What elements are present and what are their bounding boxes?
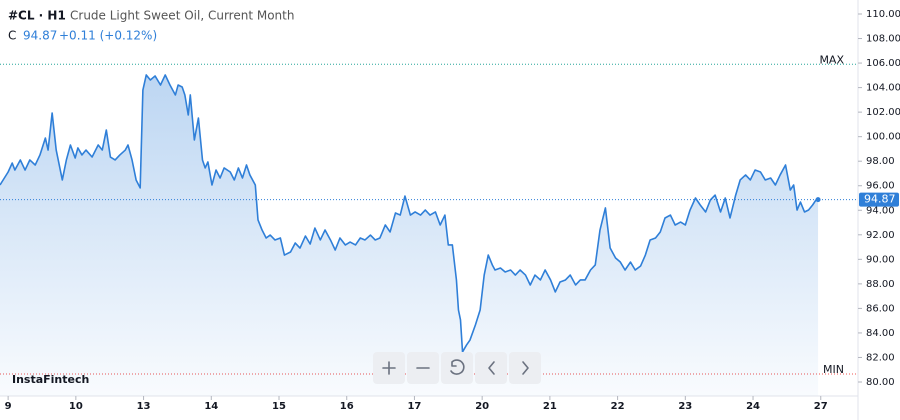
scroll-left-button[interactable] — [475, 352, 507, 384]
x-tick-label: 17 — [407, 401, 421, 412]
y-tick-label: 104.00 — [866, 83, 900, 94]
watermark: InstaFintech — [12, 373, 89, 386]
y-tick-label: 82.00 — [866, 352, 895, 363]
y-tick-label: 106.00 — [866, 58, 900, 69]
x-tick-label: 9 — [5, 401, 12, 412]
y-tick-label: 86.00 — [866, 303, 895, 314]
x-tick-label: 23 — [678, 401, 692, 412]
x-tick-label: 10 — [69, 401, 83, 412]
y-tick-label: 100.00 — [866, 132, 900, 143]
price-area — [0, 74, 819, 396]
right-icon — [522, 361, 529, 375]
scroll-right-button[interactable] — [509, 352, 541, 384]
y-tick-label: 94.00 — [866, 205, 895, 216]
change: +0.11 (+0.12%) — [59, 29, 157, 43]
zoom-controls — [373, 352, 541, 384]
x-tick-label: 13 — [137, 401, 151, 412]
y-tick-label: 96.00 — [866, 181, 895, 192]
x-tick-label: 16 — [340, 401, 354, 412]
last-point — [815, 197, 821, 203]
x-tick-label: 20 — [475, 401, 489, 412]
price-tag — [859, 192, 899, 207]
y-tick-label: 110.00 — [866, 9, 900, 20]
chart-title: Crude Light Sweet Oil, Current Month — [70, 9, 294, 23]
price-line — [0, 74, 819, 353]
x-tick-label: 15 — [272, 401, 286, 412]
y-tick-label: 92.00 — [866, 230, 895, 241]
close-value: 94.87 — [23, 29, 57, 43]
y-tick-label: 88.00 — [866, 279, 895, 290]
y-tick-label: 80.00 — [866, 377, 895, 388]
x-tick-label: 24 — [746, 401, 760, 412]
x-tick-label: 14 — [204, 401, 218, 412]
left-icon — [488, 361, 495, 375]
reset-icon — [450, 359, 465, 375]
axes: 80.00 82.00 84.00 86.00 88.00 90.00 92.00 94.00… — [5, 9, 900, 412]
price-tag-label: 94.87 — [864, 193, 896, 206]
plus-icon — [382, 361, 396, 375]
x-tick-label: 27 — [814, 401, 828, 412]
y-tick-label: 102.00 — [866, 107, 900, 118]
reset-button[interactable] — [441, 352, 473, 384]
plot-area — [0, 63, 858, 396]
y-tick-label: 108.00 — [866, 34, 900, 45]
y-tick-label: 98.00 — [866, 156, 895, 167]
y-tick-label: 90.00 — [866, 254, 895, 265]
x-tick-label: 21 — [543, 401, 557, 412]
min-line-label: MIN — [823, 363, 844, 376]
x-tick-label: 22 — [611, 401, 625, 412]
symbol: #CL · H1 — [8, 9, 66, 23]
max-line-label: MAX — [819, 53, 844, 66]
y-tick-label: 84.00 — [866, 328, 895, 339]
close-label: C — [8, 29, 16, 43]
